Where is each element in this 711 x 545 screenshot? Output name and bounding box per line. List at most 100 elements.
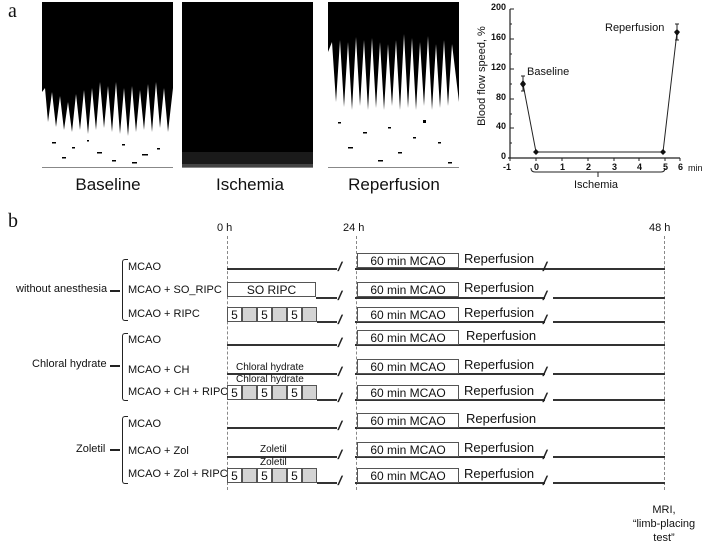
x-tick-3: 3 [612, 162, 618, 172]
ripc-rest [242, 385, 257, 400]
mcao-box: 60 min MCAO [357, 413, 459, 428]
timeline-break-icon: // [541, 473, 546, 488]
group-connector [110, 290, 120, 292]
reperfusion-label: Reperfusion [466, 328, 537, 343]
x-tick-6: 6 [678, 162, 684, 172]
ripc-rest [242, 307, 257, 322]
reperfusion-label: Reperfusion [464, 383, 535, 398]
mcao-box: 60 min MCAO [357, 468, 459, 483]
x-tick-5: 5 [663, 162, 669, 172]
timeline-break-icon: // [541, 312, 546, 327]
row-label: MCAO [128, 261, 161, 273]
row-label: MCAO + SO_RIPC [128, 284, 222, 296]
drug-label-zoletil: Zoletil [260, 444, 287, 455]
ripc-cycle: 5 [227, 385, 242, 400]
timeline-break-icon: // [541, 364, 546, 379]
annotation-reperfusion: Reperfusion [605, 22, 665, 34]
spectrogram-label-baseline: Baseline [75, 175, 141, 194]
mcao-box: 60 min MCAO [357, 359, 459, 374]
y-tick-0: 0 [500, 151, 506, 161]
y-tick-120: 120 [490, 62, 506, 72]
timeline-break-icon: // [336, 473, 341, 488]
ripc-rest [272, 385, 287, 400]
group-label-zoletil: Zoletil [76, 443, 106, 455]
spectrogram-label-reperfusion: Reperfusion [348, 175, 440, 194]
reperfusion-label: Reperfusion [466, 411, 537, 426]
ripc-rest [302, 468, 317, 483]
timeline-line [553, 297, 665, 299]
time-label-48h: 48 h [649, 222, 671, 234]
ripc-rest [302, 385, 317, 400]
timeline-line [355, 344, 665, 346]
timeline-line [553, 456, 665, 458]
timeline-line [553, 268, 665, 270]
reperfusion-label: Reperfusion [464, 466, 535, 481]
ripc-cycles: 5 5 5 [227, 385, 317, 400]
ripc-cycle: 5 [287, 468, 302, 483]
row-label: MCAO + Zol + RIPC [128, 468, 228, 480]
timeline-break-icon: // [541, 288, 546, 303]
mcao-box: 60 min MCAO [357, 330, 459, 345]
timeline-break-icon: // [336, 312, 341, 327]
timeline-break-icon: // [336, 418, 341, 433]
ripc-rest [242, 468, 257, 483]
ripc-cycle: 5 [287, 385, 302, 400]
reperfusion-label: Reperfusion [464, 440, 535, 455]
mcao-box: 60 min MCAO [357, 307, 459, 322]
x-tick-2: 2 [586, 162, 592, 172]
endpoint-label-line: “limb-placing [632, 518, 696, 530]
x-tick-minus1: -1 [503, 162, 512, 172]
ripc-cycles: 5 5 5 [227, 307, 317, 322]
timeline-line [317, 321, 337, 323]
timeline-0h-marker [227, 236, 228, 490]
row-label: MCAO + CH [128, 364, 190, 376]
timeline-break-icon: // [336, 335, 341, 350]
ripc-cycle: 5 [257, 307, 272, 322]
ripc-cycle: 5 [227, 468, 242, 483]
y-axis-label: Blood flow speed, % [476, 26, 488, 126]
blood-flow-chart: 200 160 120 80 40 0 -1 0 1 2 3 4 5 6 min… [470, 0, 711, 200]
timeline-24h-marker [356, 236, 357, 490]
timeline-break-icon: // [336, 259, 341, 274]
ripc-cycle: 5 [287, 307, 302, 322]
ripc-rest [272, 307, 287, 322]
timeline-break-icon: // [541, 259, 546, 274]
timeline-break-icon: // [336, 288, 341, 303]
timeline-line [553, 373, 665, 375]
timeline-line [227, 344, 337, 346]
drug-label-chloral-hydrate: Chloral hydrate [236, 362, 304, 373]
ripc-cycles: 5 5 5 [227, 468, 317, 483]
x-axis-unit: min [688, 163, 703, 173]
x-tick-4: 4 [637, 162, 643, 172]
time-label-0h: 0 h [217, 222, 233, 234]
time-label-24h: 24 h [343, 222, 365, 234]
timeline-break-icon: // [336, 364, 341, 379]
timeline-break-icon: // [336, 447, 341, 462]
reperfusion-label: Reperfusion [464, 280, 535, 295]
timeline-line [553, 399, 665, 401]
spectrogram-label-ischemia: Ischemia [215, 175, 285, 194]
mcao-box: 60 min MCAO [357, 282, 459, 297]
row-label: MCAO [128, 418, 161, 430]
endpoint-label: MRI, “limb-placing test” [628, 503, 700, 545]
endpoint-label-line: MRI, [652, 504, 676, 516]
panel-a-letter: a [8, 0, 17, 22]
timeline-line [316, 297, 337, 299]
drug-label-zoletil: Zoletil [260, 457, 287, 468]
annotation-baseline: Baseline [527, 66, 570, 78]
timeline-line [553, 482, 665, 484]
row-label: MCAO + RIPC [128, 308, 200, 320]
y-tick-40: 40 [495, 121, 506, 131]
spectrogram-reperfusion [328, 2, 459, 168]
row-label: MCAO + Zol [128, 445, 189, 457]
so-ripc-box: SO RIPC [227, 282, 316, 297]
x-tick-1: 1 [560, 162, 566, 172]
annotation-ischemia: Ischemia [574, 179, 619, 191]
ripc-cycle: 5 [227, 307, 242, 322]
timeline-line [317, 399, 337, 401]
ripc-cycle: 5 [257, 468, 272, 483]
timeline-line [355, 268, 637, 270]
timeline-48h-marker [664, 236, 665, 490]
timeline-line [355, 427, 665, 429]
group-bracket [122, 259, 128, 321]
